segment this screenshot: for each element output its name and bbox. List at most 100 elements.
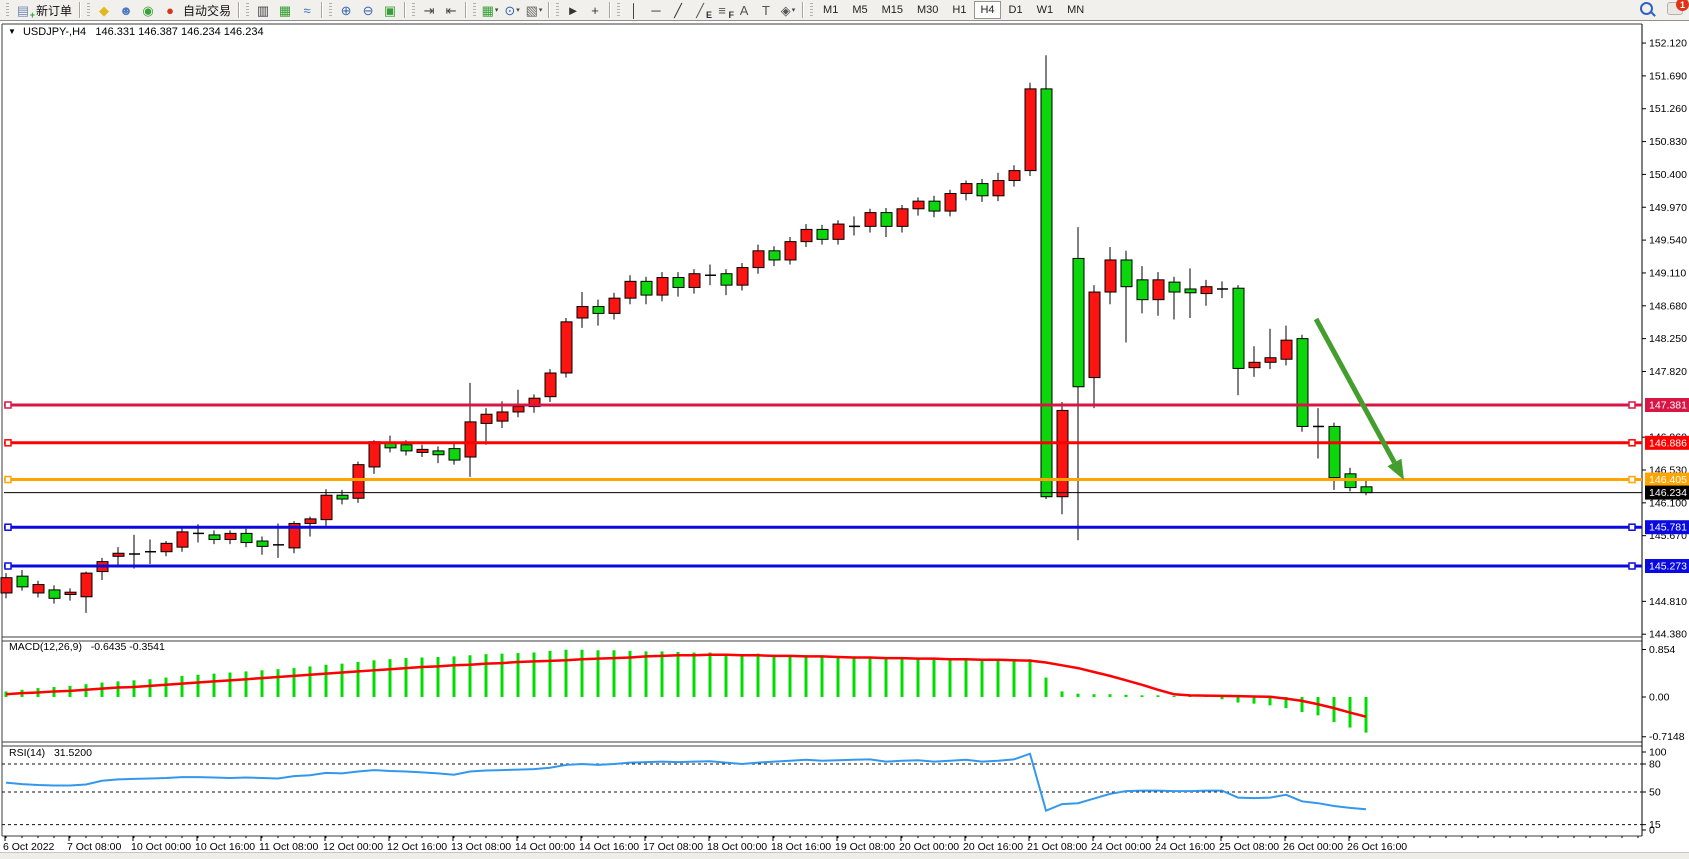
toolbar-grip xyxy=(246,2,250,18)
styler-icon[interactable]: ◆ xyxy=(99,2,110,18)
svg-text:148.250: 148.250 xyxy=(1649,333,1687,345)
vline-icon[interactable]: │ xyxy=(629,2,639,18)
fibonacci-icon[interactable]: ≡ F xyxy=(718,2,735,20)
toolbar-grip xyxy=(810,2,814,18)
line-chart-icon[interactable]: ≈ xyxy=(303,2,311,18)
toolbar-separator xyxy=(465,2,468,18)
chart-shift-icon[interactable]: ⇥ xyxy=(423,2,435,18)
svg-text:24 Oct 00:00: 24 Oct 00:00 xyxy=(1091,841,1151,853)
timeframe-m5[interactable]: M5 xyxy=(852,4,868,16)
toolbar-separator xyxy=(548,2,551,18)
label-icon[interactable]: T xyxy=(762,2,770,18)
price-label-box xyxy=(1645,472,1689,487)
svg-text:50: 50 xyxy=(1649,786,1661,798)
timeframe-m1[interactable]: M1 xyxy=(823,4,839,16)
timeframe-m15[interactable]: M15 xyxy=(881,4,903,16)
svg-text:151.690: 151.690 xyxy=(1649,70,1687,82)
svg-text:150.830: 150.830 xyxy=(1649,136,1687,148)
toolbar-grip xyxy=(473,2,477,18)
macd-signal-line xyxy=(5,653,1367,718)
template-icon[interactable]: ▧ ▾ xyxy=(525,2,543,18)
chevron-down-icon[interactable]: ▾ xyxy=(494,6,499,14)
svg-text:18 Oct 00:00: 18 Oct 00:00 xyxy=(707,841,767,853)
svg-text:80: 80 xyxy=(1649,759,1661,771)
period-icon[interactable]: ⊙ ▾ xyxy=(504,2,520,18)
datacenter-icon[interactable]: ◉ xyxy=(142,2,154,18)
profile-icon[interactable]: ☻ xyxy=(119,2,133,18)
svg-text:13 Oct 08:00: 13 Oct 08:00 xyxy=(451,841,511,853)
svg-text:146.405: 146.405 xyxy=(1649,474,1687,486)
svg-text:18 Oct 16:00: 18 Oct 16:00 xyxy=(771,841,831,853)
svg-text:152.120: 152.120 xyxy=(1649,38,1687,50)
svg-text:20 Oct 16:00: 20 Oct 16:00 xyxy=(963,841,1023,853)
toolbar-separator xyxy=(238,2,241,18)
svg-text:151.260: 151.260 xyxy=(1649,103,1687,115)
zoom-in-icon[interactable]: ⊕ xyxy=(340,2,352,18)
zoom-out-icon[interactable]: ⊖ xyxy=(362,2,374,18)
price-label-box xyxy=(1645,520,1689,535)
svg-text:149.540: 149.540 xyxy=(1649,235,1687,247)
auto-scroll-icon[interactable]: ⇤ xyxy=(445,2,457,18)
notifications-icon[interactable]: 1 xyxy=(1667,0,1689,15)
new-order-icon[interactable]: ▤ + xyxy=(16,2,35,20)
timeframe-m30[interactable]: M30 xyxy=(917,4,939,16)
svg-text:146.234: 146.234 xyxy=(1649,487,1687,499)
search-icon[interactable] xyxy=(1640,2,1653,15)
bar-chart-icon[interactable]: ▥ xyxy=(256,2,270,18)
timeframe-h1[interactable]: H1 xyxy=(952,4,967,16)
macd-values: -0.6435 -0.3541 xyxy=(90,641,165,653)
chevron-down-icon[interactable]: ▾ xyxy=(791,6,796,14)
new-chart-icon[interactable]: ▦ ▾ xyxy=(481,2,499,18)
chevron-down-icon[interactable]: ▾ xyxy=(516,6,520,14)
new-order-button-label[interactable]: 新订单 xyxy=(36,3,73,18)
timeframe-h4[interactable]: H4 xyxy=(974,1,1001,19)
svg-text:17 Oct 08:00: 17 Oct 08:00 xyxy=(643,841,703,853)
svg-text:26 Oct 16:00: 26 Oct 16:00 xyxy=(1347,841,1407,853)
svg-text:0.00: 0.00 xyxy=(1649,692,1670,704)
chart-title[interactable]: ▼ USDJPY-,H4 146.331 146.387 146.234 146… xyxy=(8,26,264,38)
timeframe-mn[interactable]: MN xyxy=(1067,4,1085,16)
svg-text:20 Oct 00:00: 20 Oct 00:00 xyxy=(899,841,959,853)
crosshair-icon[interactable]: + xyxy=(591,2,599,18)
toolbar-separator xyxy=(321,2,324,18)
svg-text:0: 0 xyxy=(1649,825,1655,837)
pane-borders xyxy=(1,23,1643,837)
timeframe-w1[interactable]: W1 xyxy=(1036,4,1054,16)
text-icon[interactable]: A xyxy=(739,2,749,18)
chart-menu-icon[interactable]: ▼ xyxy=(8,27,16,36)
svg-text:147.381: 147.381 xyxy=(1649,400,1687,412)
svg-text:24 Oct 16:00: 24 Oct 16:00 xyxy=(1155,841,1215,853)
svg-text:12 Oct 00:00: 12 Oct 00:00 xyxy=(323,841,383,853)
svg-text:100: 100 xyxy=(1649,747,1667,759)
trendline-icon[interactable]: ╱ xyxy=(674,2,682,18)
toolbar-grip xyxy=(6,2,9,18)
svg-text:149.110: 149.110 xyxy=(1649,267,1686,279)
svg-text:-0.7148: -0.7148 xyxy=(1649,731,1685,743)
cursor-icon[interactable]: ► xyxy=(566,2,580,18)
candlesticks xyxy=(0,55,1373,613)
autotrade-button-label[interactable]: 自动交易 xyxy=(183,3,232,18)
svg-text:145.273: 145.273 xyxy=(1649,561,1687,573)
autotrade-icon[interactable]: ● xyxy=(166,2,174,18)
timeframe-d1[interactable]: D1 xyxy=(1008,4,1023,16)
chevron-down-icon[interactable]: ▾ xyxy=(538,6,543,14)
svg-text:148.680: 148.680 xyxy=(1649,300,1687,312)
hline-icon[interactable]: ─ xyxy=(651,2,661,18)
toolbar-grip xyxy=(412,2,416,18)
rsi-line xyxy=(5,752,1367,813)
toolbar-right: 1 xyxy=(1640,0,1689,15)
toolbar-separator xyxy=(404,2,407,18)
price-label-box xyxy=(1645,485,1689,500)
svg-text:21 Oct 08:00: 21 Oct 08:00 xyxy=(1027,841,1087,853)
arrow-object[interactable] xyxy=(1313,317,1404,480)
shapes-icon[interactable]: ◈ ▾ xyxy=(780,2,796,18)
toolbar-separator xyxy=(79,2,82,18)
toolbar-grip xyxy=(87,2,91,18)
svg-text:25 Oct 08:00: 25 Oct 08:00 xyxy=(1219,841,1279,853)
candlestick-chart-icon[interactable]: ▦ xyxy=(278,2,292,18)
channel-icon[interactable]: ╱ E xyxy=(696,2,713,20)
tile-windows-icon[interactable]: ▣ xyxy=(383,2,397,18)
